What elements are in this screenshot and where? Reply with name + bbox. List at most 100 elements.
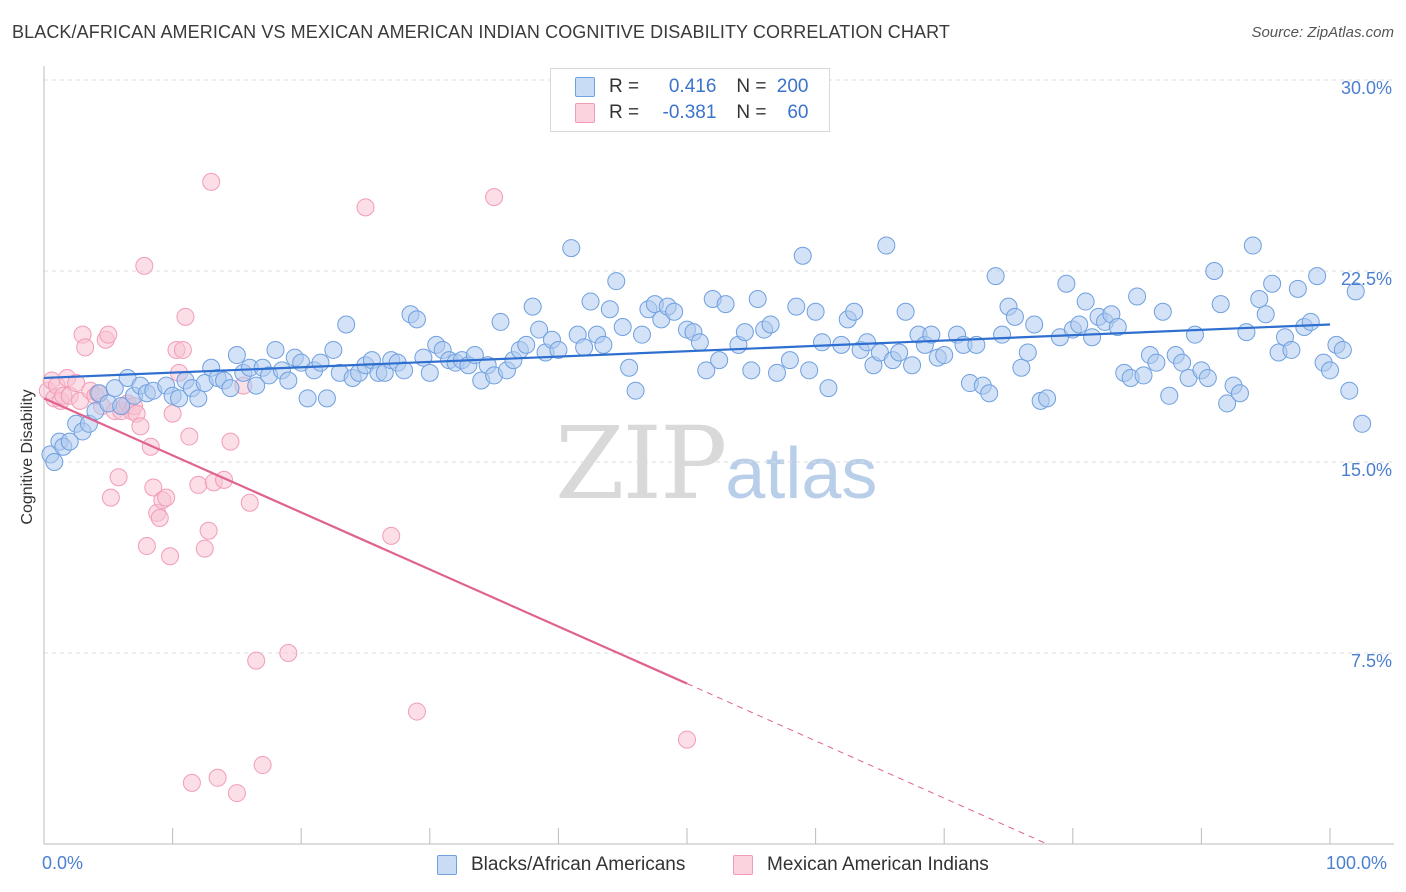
series-mexican-american-indians [38,172,696,803]
data-point-blue [716,295,735,314]
data-point-pink [199,521,218,540]
data-point-pink [189,475,208,494]
data-point-blue [420,363,439,382]
data-point-blue [549,340,568,359]
data-point-blue [575,338,594,357]
data-point-blue [1308,267,1327,286]
legend-swatch-blacks [437,855,457,875]
data-point-pink [202,172,221,191]
data-point-blue [607,272,626,291]
axes [43,66,1394,845]
data-point-blue [311,353,330,372]
data-point-pink [99,325,118,344]
series-blacks-african-americans [41,236,1372,471]
data-point-blue [594,335,613,354]
data-point-pink [407,702,426,721]
data-point-pink [227,784,246,803]
data-point-pink [247,651,266,670]
data-point-blue [806,302,825,321]
data-point-blue [266,340,285,359]
data-point-blue [221,379,240,398]
data-point-blue [1018,343,1037,362]
data-point-blue [735,323,754,342]
y-axis-label: Cognitive Disability [19,389,36,525]
data-point-blue [1353,414,1372,433]
data-point-pink [253,756,272,775]
data-point-blue [993,325,1012,344]
data-point-blue [1012,358,1031,377]
data-point-pink [195,539,214,558]
data-point-pink [240,493,259,512]
data-point-blue [710,351,729,370]
data-point-blue [1070,315,1089,334]
data-point-blue [562,239,581,258]
data-point-blue [279,371,298,390]
data-point-blue [1333,340,1352,359]
data-point-blue [1108,318,1127,337]
data-point-pink [137,537,156,556]
data-point-blue [665,302,684,321]
data-point-blue [1147,353,1166,372]
data-point-blue [896,302,915,321]
data-point-blue [980,384,999,403]
trend-line-pink [43,397,688,685]
data-point-blue [1057,274,1076,293]
data-point-blue [1038,389,1057,408]
data-point-blue [60,432,79,451]
data-point-pink [157,488,176,507]
legend-item-blacks: Blacks/African Americans [437,852,685,878]
data-point-blue [1160,386,1179,405]
data-point-blue [1083,328,1102,347]
data-point-blue [748,290,767,309]
data-point-blue [45,453,64,471]
legend-swatch-blue [575,77,595,97]
data-point-pink [135,256,154,275]
data-point-blue [1256,305,1275,324]
data-point-blue [768,363,787,382]
y-tick-label: 7.5% [1350,651,1392,671]
data-point-pink [163,404,182,423]
data-point-pink [173,340,192,359]
data-point-pink [109,468,128,487]
data-point-blue [1076,292,1095,311]
data-point-blue [1250,290,1269,309]
data-point-blue [922,325,941,344]
data-point-pink [485,188,504,207]
data-point-blue [697,361,716,380]
data-point-blue [819,379,838,398]
data-point-blue [632,325,651,344]
data-point-pink [150,509,169,528]
x-tick-label-0: 0.0% [42,853,84,873]
data-point-blue [1301,312,1320,331]
data-point-blue [967,335,986,354]
data-point-blue [793,246,812,265]
data-point-blue [787,297,806,316]
trend-lines [43,323,1331,845]
source-note: Source: ZipAtlas.com [1251,24,1394,41]
data-point-blue [1198,368,1217,387]
legend-item-mexican: Mexican American Indians [733,852,989,878]
data-point-blue [613,318,632,337]
data-point-blue [1340,381,1359,400]
data-point-blue [800,361,819,380]
data-point-blue [227,346,246,365]
data-point-blue [1025,315,1044,334]
data-point-blue [530,320,549,339]
data-point-blue [581,292,600,311]
data-point-pink [356,198,375,217]
data-point-pink [678,730,696,749]
trend-line-blue [43,323,1331,380]
data-point-blue [1230,384,1249,403]
data-point-blue [517,335,536,354]
data-point-blue [761,315,780,334]
data-point-blue [1243,236,1262,255]
data-point-blue [1205,262,1224,280]
data-point-blue [813,333,832,352]
data-point-blue [523,297,542,316]
legend-swatch-pink [575,103,595,123]
legend-swatch-mexican [733,855,753,875]
data-point-pink [221,432,240,451]
data-point-blue [414,348,433,367]
data-point-blue [600,300,619,319]
